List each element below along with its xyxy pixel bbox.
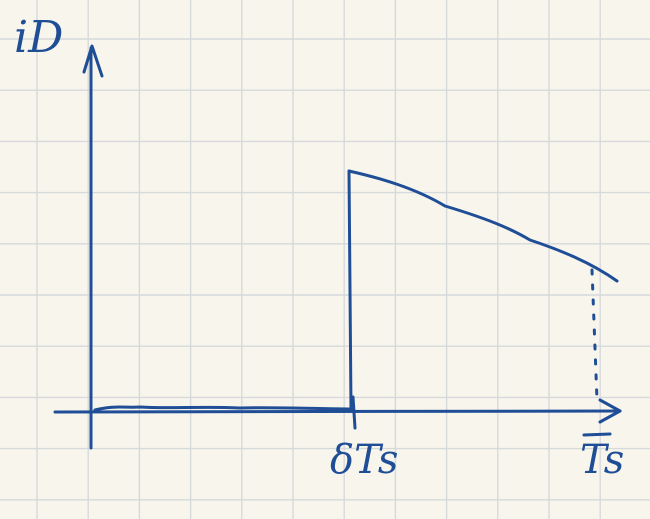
zero-current-segment — [93, 405, 353, 412]
x-axis — [53, 409, 622, 414]
x-axis-arrowhead — [598, 398, 622, 424]
x-tick-label-delta-ts: δTs — [330, 437, 399, 483]
current-decay-curve — [347, 169, 619, 283]
y-axis-arrowhead — [82, 44, 104, 78]
tick-ts — [582, 432, 612, 437]
x-tick-label-ts: Ts — [580, 437, 625, 483]
y-axis-label: iD — [14, 12, 64, 63]
ts-projection-line — [590, 268, 599, 402]
tick-delta-ts — [351, 395, 357, 430]
current-step-edge — [347, 169, 353, 411]
